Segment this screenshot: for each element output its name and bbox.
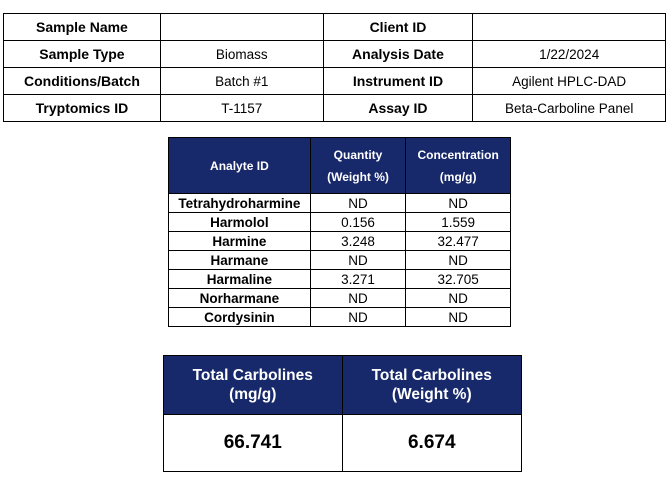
analyte-name: Harmine — [168, 231, 311, 251]
analyte-quantity: 3.271 — [309, 269, 407, 289]
analyte-name: Harmaline — [168, 269, 311, 289]
analyte-concentration: ND — [405, 250, 511, 270]
totals-value-row: 66.741 6.674 — [163, 414, 522, 472]
analyte-name: Tetrahydroharmine — [168, 193, 311, 213]
total-mg-header: Total Carbolines (mg/g) — [163, 355, 343, 415]
assay-id-value: Beta-Carboline Panel — [472, 94, 666, 122]
analyte-quantity: 0.156 — [309, 212, 407, 232]
analyte-id-header: Analyte ID — [168, 137, 311, 194]
sample-name-value — [159, 13, 324, 41]
table-row: Cordysinin ND ND — [168, 307, 511, 327]
total-weight-value: 6.674 — [341, 414, 522, 472]
analyte-concentration: ND — [405, 288, 511, 308]
analyte-header-row: Analyte ID Quantity (Weight %) Concentra… — [168, 137, 511, 194]
concentration-header: Concentration (mg/g) — [405, 137, 511, 194]
table-row: Harmane ND ND — [168, 250, 511, 270]
instrument-id-value: Agilent HPLC-DAD — [472, 67, 666, 95]
analyte-name: Harmane — [168, 250, 311, 270]
total-mg-header-line2: (mg/g) — [229, 386, 277, 403]
concentration-header-line1: Concentration — [417, 147, 499, 162]
conditions-label: Conditions/Batch — [3, 67, 161, 95]
analyte-quantity: ND — [309, 288, 407, 308]
analyte-name: Cordysinin — [168, 307, 311, 327]
analyte-quantity: ND — [309, 307, 407, 327]
analyte-concentration: ND — [405, 307, 511, 327]
assay-id-label: Assay ID — [322, 94, 474, 122]
analyte-table: Analyte ID Quantity (Weight %) Concentra… — [168, 137, 511, 327]
quantity-header-line1: Quantity — [333, 147, 383, 162]
client-id-value — [472, 13, 666, 41]
analyte-id-header-text: Analyte ID — [210, 158, 269, 173]
analyte-concentration: 32.705 — [405, 269, 511, 289]
tryptomics-id-label: Tryptomics ID — [3, 94, 161, 122]
analysis-date-label: Analysis Date — [322, 40, 474, 68]
total-mg-value: 66.741 — [163, 414, 343, 472]
analysis-date-value: 1/22/2024 — [472, 40, 666, 68]
sample-info-table: Sample Name Client ID Sample Type Biomas… — [3, 13, 666, 122]
analyte-concentration: 1.559 — [405, 212, 511, 232]
table-row: Tetrahydroharmine ND ND — [168, 193, 511, 213]
table-row: Harmolol 0.156 1.559 — [168, 212, 511, 232]
table-row: Norharmane ND ND — [168, 288, 511, 308]
total-mg-header-line1: Total Carbolines — [192, 367, 313, 384]
table-row: Harmaline 3.271 32.705 — [168, 269, 511, 289]
client-id-label: Client ID — [322, 13, 474, 41]
totals-table: Total Carbolines (mg/g) Total Carbolines… — [163, 355, 522, 472]
info-row-conditions: Conditions/Batch Batch #1 Instrument ID … — [3, 67, 666, 95]
instrument-id-label: Instrument ID — [322, 67, 474, 95]
info-row-sample-name: Sample Name Client ID — [3, 13, 666, 41]
analyte-quantity: ND — [309, 193, 407, 213]
concentration-header-line2: (mg/g) — [439, 169, 477, 184]
total-weight-header-line2: (Weight %) — [391, 386, 472, 403]
table-row: Harmine 3.248 32.477 — [168, 231, 511, 251]
analyte-concentration: ND — [405, 193, 511, 213]
info-row-sample-type: Sample Type Biomass Analysis Date 1/22/2… — [3, 40, 666, 68]
analyte-quantity: ND — [309, 250, 407, 270]
sample-name-label: Sample Name — [3, 13, 161, 41]
tryptomics-id-value: T-1157 — [159, 94, 324, 122]
analyte-name: Norharmane — [168, 288, 311, 308]
sample-type-value: Biomass — [159, 40, 324, 68]
total-weight-header: Total Carbolines (Weight %) — [341, 355, 522, 415]
totals-header-row: Total Carbolines (mg/g) Total Carbolines… — [163, 355, 522, 415]
total-weight-header-line1: Total Carbolines — [371, 367, 492, 384]
quantity-header: Quantity (Weight %) — [309, 137, 407, 194]
analyte-quantity: 3.248 — [309, 231, 407, 251]
analyte-name: Harmolol — [168, 212, 311, 232]
quantity-header-line2: (Weight %) — [327, 169, 389, 184]
sample-type-label: Sample Type — [3, 40, 161, 68]
analyte-concentration: 32.477 — [405, 231, 511, 251]
info-row-tryptomics: Tryptomics ID T-1157 Assay ID Beta-Carbo… — [3, 94, 666, 122]
conditions-value: Batch #1 — [159, 67, 324, 95]
